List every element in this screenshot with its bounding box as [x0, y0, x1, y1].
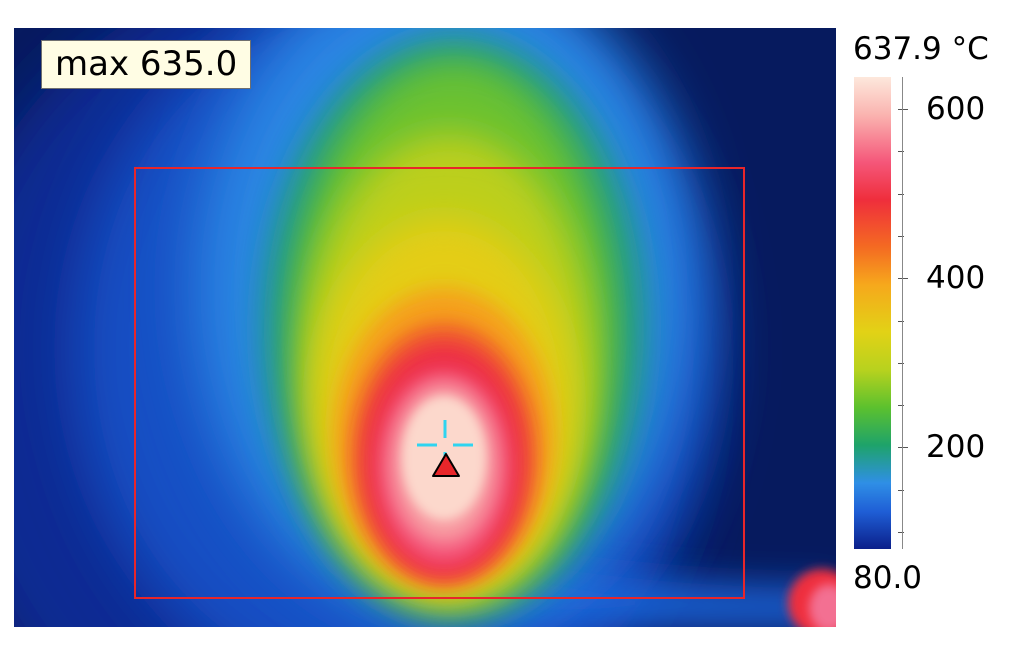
minor-tick [898, 489, 904, 491]
minor-tick [898, 532, 904, 534]
tick-label-400: 400 [926, 260, 986, 297]
roi-rectangle[interactable] [134, 167, 745, 599]
major-tick [898, 278, 908, 280]
minor-tick [898, 362, 904, 364]
minor-tick [898, 405, 904, 407]
tick-label-600: 600 [926, 91, 986, 128]
scale-max-label: 637.9 °C [853, 31, 989, 67]
axis-spine [902, 77, 903, 549]
color-scale-bar [854, 77, 891, 549]
max-temperature-readout: max 635.0 [41, 40, 252, 89]
major-tick [898, 447, 908, 449]
color-scale-axis [898, 77, 910, 549]
major-tick [898, 109, 908, 111]
minor-tick [898, 193, 904, 195]
thermal-image [14, 28, 836, 627]
triangle-marker-icon [432, 453, 460, 477]
minor-tick [898, 151, 904, 153]
minor-tick [898, 320, 904, 322]
tick-label-200: 200 [926, 429, 986, 466]
minor-tick [898, 235, 904, 237]
scale-min-label: 80.0 [853, 560, 923, 596]
